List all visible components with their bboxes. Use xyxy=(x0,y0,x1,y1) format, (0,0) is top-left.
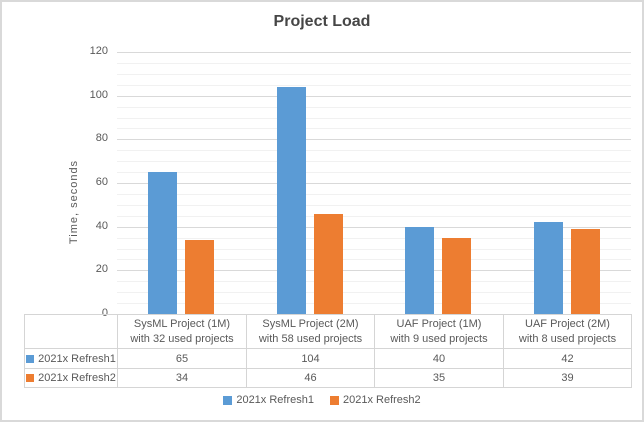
category-label-line: with 58 used projects xyxy=(258,332,363,345)
bar-2021x-refresh1-cat1 xyxy=(148,172,177,314)
y-tick-label: 0 xyxy=(101,307,108,319)
bar-2021x-refresh2-cat3 xyxy=(442,238,471,314)
series-value-cell: 39 xyxy=(503,368,632,388)
legend-item: 2021x Refresh1 xyxy=(223,394,314,406)
bar-2021x-refresh1-cat3 xyxy=(405,227,434,314)
series-row: 2021x Refresh2 34 46 35 39 xyxy=(24,368,632,388)
category-label-line: UAF Project (1M) xyxy=(396,317,482,330)
y-tick-label: 80 xyxy=(95,132,108,144)
series-value-cell: 42 xyxy=(503,348,632,369)
legend-key-icon xyxy=(330,395,339,405)
major-gridline xyxy=(117,227,631,228)
series-key-icon xyxy=(26,354,35,363)
minor-gridline xyxy=(117,216,631,217)
category-header-row: SysML Project (1M) with 32 used projects S… xyxy=(24,314,632,349)
y-tick-label: 60 xyxy=(95,176,108,188)
minor-gridline xyxy=(117,238,631,239)
minor-gridline xyxy=(117,161,631,162)
y-tick-label: 120 xyxy=(89,45,108,57)
bar-2021x-refresh1-cat2 xyxy=(277,87,306,314)
y-tick-label: 40 xyxy=(95,220,108,232)
series-row: 2021x Refresh1 65 104 40 42 xyxy=(24,348,632,369)
category-label-line: with 9 used projects xyxy=(390,332,488,345)
minor-gridline xyxy=(117,107,631,108)
minor-gridline xyxy=(117,249,631,250)
legend-item-label: 2021x Refresh1 xyxy=(236,394,314,406)
table-corner-cell xyxy=(24,314,118,349)
minor-gridline xyxy=(117,205,631,206)
major-gridline xyxy=(117,96,631,97)
major-gridline xyxy=(117,183,631,184)
category-label: UAF Project (1M) with 9 used projects xyxy=(374,314,504,349)
series-value-cell: 46 xyxy=(246,368,375,388)
y-tick-label: 20 xyxy=(95,263,108,275)
major-gridline xyxy=(117,52,631,53)
minor-gridline xyxy=(117,74,631,75)
series-value-cell: 65 xyxy=(117,348,247,369)
chart-legend: 2021x Refresh1 2021x Refresh2 xyxy=(2,394,642,406)
major-gridline xyxy=(117,139,631,140)
minor-gridline xyxy=(117,281,631,282)
category-label-line: with 8 used projects xyxy=(518,332,617,345)
series-name-label: 2021x Refresh2 xyxy=(38,372,116,384)
category-label: UAF Project (2M) with 8 used projects xyxy=(503,314,632,349)
minor-gridline xyxy=(117,63,631,64)
bar-2021x-refresh2-cat1 xyxy=(185,240,214,314)
category-label-line: UAF Project (2M) xyxy=(525,317,610,330)
series-value-cell: 40 xyxy=(374,348,504,369)
category-label: SysML Project (2M) with 58 used projects xyxy=(246,314,375,349)
category-label-line: with 32 used projects xyxy=(130,332,234,345)
bar-2021x-refresh1-cat4 xyxy=(534,222,563,314)
bar-2021x-refresh2-cat2 xyxy=(314,214,343,314)
minor-gridline xyxy=(117,172,631,173)
minor-gridline xyxy=(117,85,631,86)
minor-gridline xyxy=(117,292,631,293)
series-value-cell: 34 xyxy=(117,368,247,388)
chart-data-table: SysML Project (1M) with 32 used projects S… xyxy=(24,314,632,388)
chart-title: Project Load xyxy=(273,13,371,30)
category-label: SysML Project (1M) with 32 used projects xyxy=(117,314,247,349)
series-key-icon xyxy=(26,374,35,382)
category-label-line: SysML Project (2M) xyxy=(262,317,359,330)
bar-2021x-refresh2-cat4 xyxy=(571,229,600,314)
minor-gridline xyxy=(117,194,631,195)
minor-gridline xyxy=(117,259,631,260)
y-tick-label: 100 xyxy=(89,89,108,101)
minor-gridline xyxy=(117,150,631,151)
series-row-header: 2021x Refresh2 xyxy=(24,368,118,388)
series-row-header: 2021x Refresh1 xyxy=(24,348,118,369)
major-gridline xyxy=(117,270,631,271)
legend-key-icon xyxy=(223,395,233,405)
minor-gridline xyxy=(117,303,631,304)
plot-area xyxy=(117,52,631,314)
series-value-cell: 35 xyxy=(374,368,504,388)
category-label-line: SysML Project (1M) xyxy=(133,317,231,330)
minor-gridline xyxy=(117,118,631,119)
series-value-cell: 104 xyxy=(246,348,375,369)
series-name-label: 2021x Refresh1 xyxy=(38,352,116,365)
legend-item-label: 2021x Refresh2 xyxy=(343,394,421,406)
legend-item: 2021x Refresh2 xyxy=(330,394,421,406)
minor-gridline xyxy=(117,128,631,129)
